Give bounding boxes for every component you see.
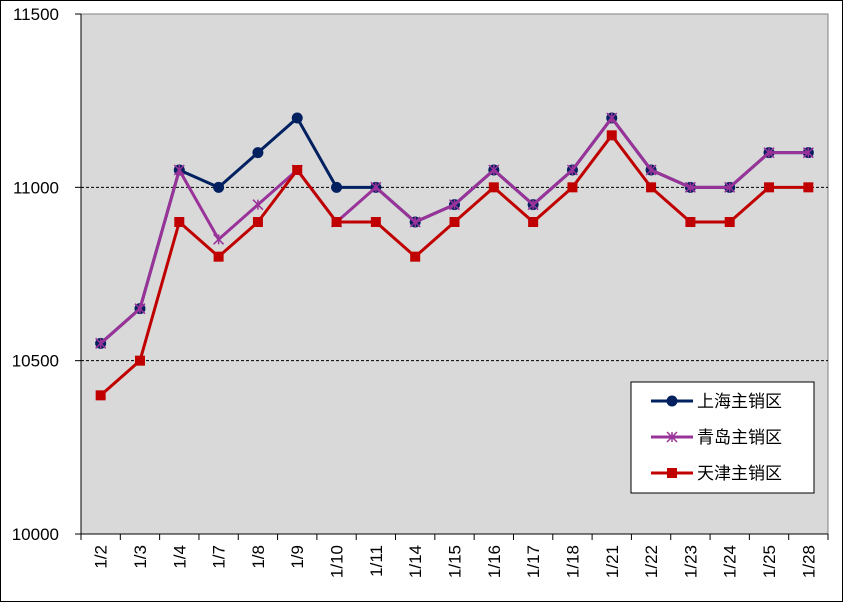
- x-tick-label: 1/28: [799, 545, 818, 578]
- data-point: [291, 112, 303, 124]
- data-point: [213, 181, 225, 193]
- legend-entry-1: 上海主销区: [651, 392, 782, 412]
- data-point: [684, 181, 696, 193]
- y-tick-label: 10500: [12, 352, 59, 371]
- series-layer: [95, 112, 814, 401]
- data-point: [134, 355, 145, 366]
- x-tick-label: 1/24: [721, 545, 740, 578]
- x-tick-label: 1/7: [210, 545, 229, 569]
- data-point: [606, 130, 617, 141]
- data-point: [252, 217, 263, 227]
- x-tick-label: 1/8: [249, 545, 268, 569]
- data-point: [448, 199, 461, 211]
- data-point: [802, 147, 814, 159]
- data-point: [566, 164, 578, 176]
- data-point: [764, 182, 775, 193]
- data-point: [95, 390, 106, 401]
- data-point: [724, 217, 735, 227]
- data-point: [410, 251, 421, 262]
- x-axis-tick-labels: 1/2 1/3 1/4 1/7 1/8 1/9 1/10 1/11 1/14 1/15 1/16 1/…: [92, 545, 819, 578]
- x-tick-label: 1/16: [485, 545, 504, 578]
- y-tick-label: 10000: [12, 525, 59, 544]
- data-point: [763, 147, 775, 159]
- x-tick-label: 1/9: [288, 545, 307, 569]
- x-tick-label: 1/11: [367, 545, 386, 577]
- data-point: [331, 217, 342, 227]
- data-point: [95, 337, 107, 349]
- data-point: [213, 233, 225, 245]
- data-point: [685, 217, 696, 227]
- data-point: [292, 165, 303, 175]
- data-point: [606, 112, 618, 124]
- legend-entry-3: 天津主销区: [651, 464, 782, 484]
- x-tick-label: 1/21: [603, 545, 622, 578]
- x-tick-label: 1/10: [328, 545, 347, 578]
- x-tick-label: 1/4: [170, 545, 189, 569]
- y-axis-tick-labels: 10000 10500 11000 11500: [12, 5, 59, 544]
- x-tick-label: 1/22: [642, 545, 661, 578]
- data-point: [370, 181, 382, 193]
- data-point: [213, 251, 224, 262]
- x-tick-label: 1/3: [131, 545, 150, 569]
- x-tick-label: 1/23: [681, 545, 700, 578]
- data-point: [331, 181, 343, 193]
- x-tick-label: 1/17: [524, 545, 543, 578]
- x-tick-label: 1/25: [760, 545, 779, 578]
- data-point: [567, 182, 578, 193]
- data-point: [527, 199, 539, 211]
- data-point: [803, 182, 814, 193]
- legend-marker: [666, 395, 678, 407]
- legend-label: 天津主销区: [697, 464, 782, 484]
- data-point: [528, 217, 539, 227]
- data-point: [134, 303, 146, 315]
- legend-label: 青岛主销区: [697, 428, 782, 448]
- data-point: [724, 181, 736, 193]
- x-tick-label: 1/18: [563, 545, 582, 578]
- data-point: [488, 164, 500, 176]
- y-tick-label: 11000: [13, 178, 59, 197]
- data-point: [449, 217, 460, 227]
- data-point: [252, 199, 264, 211]
- data-point: [645, 164, 657, 176]
- data-point: [488, 182, 499, 193]
- series-2: [95, 112, 814, 349]
- x-tick-label: 1/15: [446, 545, 465, 578]
- legend-label: 上海主销区: [697, 392, 782, 412]
- data-point: [646, 182, 657, 193]
- legend-marker: [667, 468, 677, 478]
- x-tick-label: 1/2: [92, 545, 111, 569]
- series-3: [95, 130, 814, 401]
- x-tick-label: 1/14: [406, 545, 425, 578]
- data-point: [409, 216, 421, 228]
- data-point: [252, 147, 264, 159]
- data-point: [173, 164, 185, 176]
- data-point: [174, 217, 185, 227]
- legend-entry-2: 青岛主销区: [651, 428, 782, 448]
- axes: [75, 13, 829, 540]
- legend-marker: [666, 431, 678, 443]
- y-tick-label: 11500: [13, 5, 59, 24]
- data-point: [370, 217, 381, 227]
